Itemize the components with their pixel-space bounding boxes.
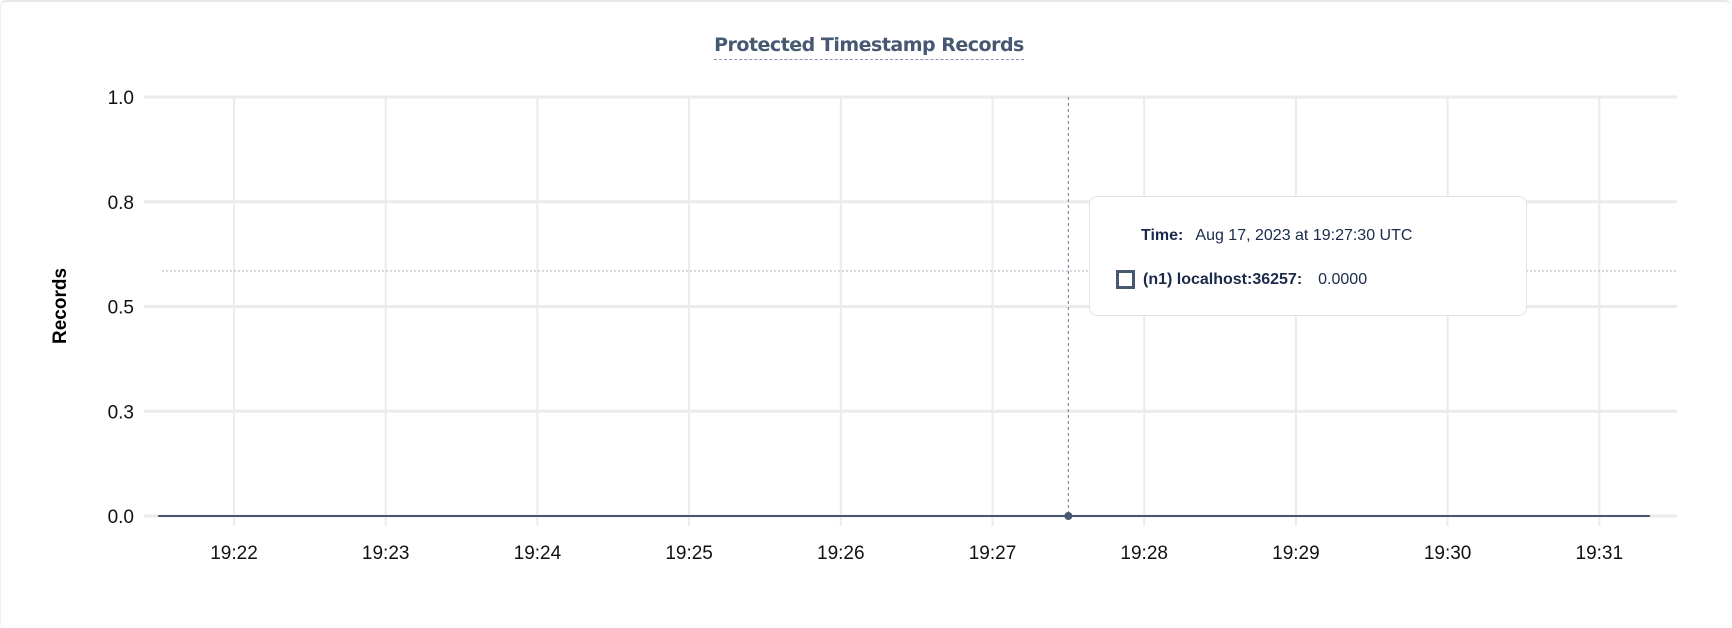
- x-tick-label: 19:30: [1424, 543, 1472, 564]
- tooltip-series-value: 0.0000: [1318, 270, 1368, 288]
- tooltip-time: Time: Aug 17, 2023 at 19:27:30 UTC: [1141, 227, 1412, 245]
- tooltip-series-row: (n1) localhost:36257: 0.0000: [1116, 270, 1367, 289]
- tooltip-time-value: Aug 17, 2023 at 19:27:30 UTC: [1195, 227, 1413, 244]
- series-swatch-icon: [1116, 270, 1135, 289]
- chart-title[interactable]: Protected Timestamp Records: [0, 34, 1732, 60]
- x-tick-label: 19:25: [665, 543, 713, 564]
- tooltip: Time: Aug 17, 2023 at 19:27:30 UTC (n1) l…: [1089, 196, 1527, 316]
- chart-title-text[interactable]: Protected Timestamp Records: [714, 34, 1024, 60]
- y-tick-label: 0.0: [108, 507, 134, 528]
- x-tick-label: 19:27: [969, 543, 1017, 564]
- x-tick-label: 19:26: [817, 543, 865, 564]
- x-tick-label: 19:29: [1272, 543, 1320, 564]
- y-tick-label: 0.8: [108, 193, 134, 214]
- y-tick-label: 0.3: [108, 402, 134, 423]
- y-tick-label: 1.0: [108, 88, 134, 109]
- y-tick-label: 0.5: [108, 298, 134, 319]
- tooltip-series-label: (n1) localhost:36257:: [1143, 270, 1303, 288]
- x-tick-label: 19:28: [1120, 543, 1168, 564]
- tooltip-time-label: Time:: [1141, 227, 1184, 244]
- x-tick-label: 19:24: [514, 543, 562, 564]
- x-tick-label: 19:31: [1576, 543, 1624, 564]
- hover-point: [1064, 512, 1073, 520]
- x-tick-label: 19:22: [210, 543, 258, 564]
- x-tick-label: 19:23: [362, 543, 410, 564]
